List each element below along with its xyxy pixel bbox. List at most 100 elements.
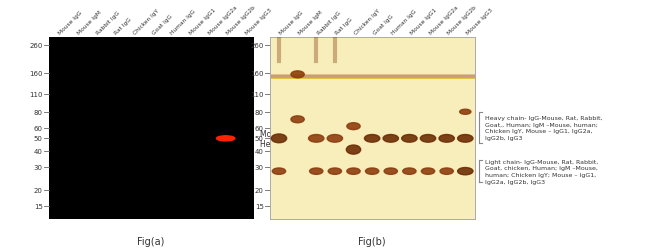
Text: Fig(a): Fig(a) — [137, 236, 165, 245]
Bar — [270, 77, 474, 78]
Text: Mouse IgG1: Mouse IgG1 — [410, 8, 437, 36]
Ellipse shape — [440, 168, 453, 175]
Ellipse shape — [347, 168, 360, 175]
Bar — [270, 76, 474, 77]
Text: Human IgG: Human IgG — [391, 9, 418, 36]
Ellipse shape — [439, 135, 454, 143]
Bar — [270, 76, 474, 77]
Ellipse shape — [458, 135, 473, 143]
Bar — [270, 76, 474, 77]
Text: 50: 50 — [34, 136, 43, 142]
Bar — [270, 76, 474, 77]
Bar — [270, 76, 474, 77]
Text: 50: 50 — [255, 136, 264, 142]
Text: Rabbit IgG: Rabbit IgG — [317, 11, 342, 36]
Ellipse shape — [327, 135, 343, 143]
Bar — [270, 76, 474, 77]
Ellipse shape — [309, 135, 324, 143]
Text: Chicken IgY: Chicken IgY — [133, 9, 160, 36]
Bar — [270, 76, 474, 77]
Ellipse shape — [458, 168, 473, 175]
Ellipse shape — [421, 135, 436, 143]
Text: Mouse IgG3: Mouse IgG3 — [465, 8, 493, 36]
Bar — [270, 76, 474, 77]
Bar — [270, 76, 474, 77]
Text: 160: 160 — [29, 70, 43, 76]
Bar — [270, 76, 474, 77]
Text: Mouse IgG2a: Mouse IgG2a — [428, 5, 459, 36]
Ellipse shape — [460, 110, 471, 115]
Text: 260: 260 — [29, 43, 43, 49]
Bar — [270, 76, 474, 77]
Text: Rat IgG: Rat IgG — [114, 17, 133, 36]
Ellipse shape — [216, 136, 235, 141]
Bar — [270, 77, 474, 78]
Bar — [270, 77, 474, 78]
Text: Mouse IgM: Mouse IgM — [77, 10, 103, 36]
Ellipse shape — [384, 168, 397, 175]
Text: 20: 20 — [255, 187, 264, 194]
Text: Goat IgG: Goat IgG — [151, 14, 173, 36]
Bar — [270, 76, 474, 77]
Bar — [270, 77, 474, 78]
Text: 110: 110 — [29, 91, 43, 97]
Bar — [270, 76, 474, 77]
Text: 80: 80 — [34, 109, 43, 115]
Text: 20: 20 — [34, 187, 43, 194]
Text: Mouse IgG2b: Mouse IgG2b — [447, 5, 478, 36]
Text: 40: 40 — [34, 148, 43, 154]
Bar — [270, 76, 474, 77]
Ellipse shape — [272, 168, 285, 175]
Bar — [270, 76, 474, 77]
Text: Mouse IgG: Mouse IgG — [279, 10, 305, 36]
Bar — [270, 77, 474, 78]
Text: 40: 40 — [255, 148, 264, 154]
Text: Goat IgG: Goat IgG — [372, 14, 394, 36]
Ellipse shape — [403, 168, 416, 175]
Bar — [270, 76, 474, 77]
Bar — [270, 77, 474, 78]
Text: 30: 30 — [34, 165, 43, 171]
Ellipse shape — [291, 116, 304, 123]
Text: Rat IgG: Rat IgG — [335, 17, 354, 36]
Bar — [270, 76, 474, 77]
Text: Chicken IgY: Chicken IgY — [354, 9, 381, 36]
Text: Light chain- IgG-Mouse, Rat, Rabbit,
Goat, chicken, Human; IgM –Mouse,
human; Ch: Light chain- IgG-Mouse, Rat, Rabbit, Goa… — [485, 159, 598, 184]
Ellipse shape — [402, 135, 417, 143]
Bar — [270, 77, 474, 78]
Bar — [270, 77, 474, 78]
Ellipse shape — [346, 145, 361, 154]
Ellipse shape — [328, 168, 341, 175]
Ellipse shape — [365, 168, 379, 175]
Bar — [270, 76, 474, 77]
Bar — [270, 76, 474, 77]
Ellipse shape — [347, 123, 360, 130]
Text: Rabbit IgG: Rabbit IgG — [96, 11, 121, 36]
Text: 15: 15 — [255, 204, 264, 210]
Text: Mouse IgG2a: Mouse IgG2a — [207, 5, 238, 36]
Text: 160: 160 — [250, 70, 264, 76]
Ellipse shape — [309, 168, 323, 175]
Text: Mouse IgG2b: Mouse IgG2b — [226, 5, 257, 36]
Ellipse shape — [291, 72, 304, 78]
Text: 260: 260 — [250, 43, 264, 49]
Text: Mouse IgG: Mouse IgG — [58, 10, 84, 36]
Text: 30: 30 — [255, 165, 264, 171]
Bar — [270, 76, 474, 77]
Bar — [270, 76, 474, 77]
Ellipse shape — [421, 168, 435, 175]
Bar — [270, 77, 474, 78]
Bar — [270, 76, 474, 77]
Bar — [270, 76, 474, 77]
Bar — [270, 76, 474, 77]
Text: Heavy chain- IgG-Mouse, Rat, Rabbit,
Goat,, Human; IgM –Mouse, human;
Chicken Ig: Heavy chain- IgG-Mouse, Rat, Rabbit, Goa… — [485, 116, 603, 140]
Text: 110: 110 — [250, 91, 264, 97]
Ellipse shape — [365, 135, 380, 143]
Ellipse shape — [383, 135, 398, 143]
Text: 15: 15 — [34, 204, 43, 210]
Bar — [270, 77, 474, 78]
Text: Mouse IgG3: Mouse IgG3 — [244, 8, 272, 36]
Bar — [270, 76, 474, 77]
Bar — [270, 76, 474, 77]
Text: Mouse IgM: Mouse IgM — [298, 10, 324, 36]
